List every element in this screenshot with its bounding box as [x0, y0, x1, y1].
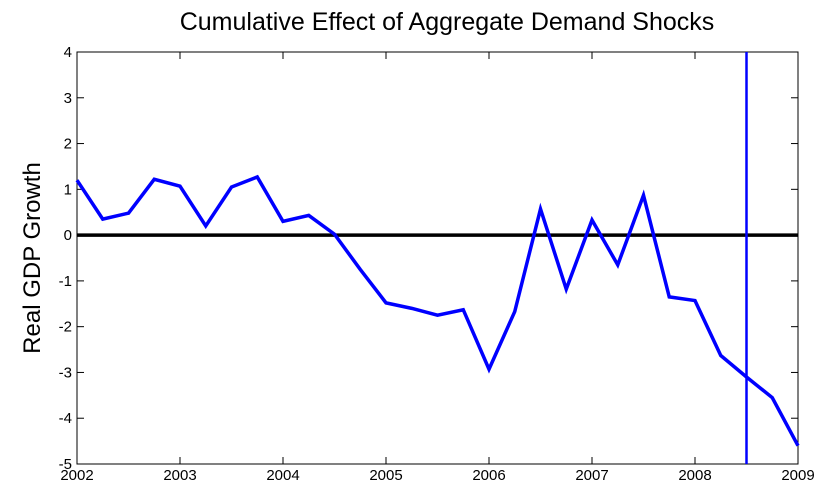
plot-frame [76, 51, 799, 465]
y-tick-label: 1 [64, 181, 72, 198]
y-tick-label: -1 [59, 273, 72, 290]
y-tick-label: -2 [59, 319, 72, 336]
y-tick-label: -4 [59, 410, 72, 427]
x-tick-label: 2003 [163, 467, 196, 484]
x-tick-label: 2007 [575, 467, 608, 484]
y-tick-label: 4 [64, 44, 72, 61]
y-tick-label: -3 [59, 364, 72, 381]
x-tick-label: 2009 [781, 467, 814, 484]
data-line [75, 174, 800, 447]
chart-title: Cumulative Effect of Aggregate Demand Sh… [180, 8, 715, 36]
x-tick-label: 2002 [60, 467, 93, 484]
x-tick-label: 2005 [369, 467, 402, 484]
y-tick-label: -5 [59, 456, 72, 473]
y-tick-label: 3 [64, 90, 72, 107]
y-tick-label: 0 [64, 227, 72, 244]
x-tick-label: 2006 [472, 467, 505, 484]
x-tick-label: 2004 [266, 467, 299, 484]
x-tick-label: 2008 [678, 467, 711, 484]
y-tick-label: 2 [64, 136, 72, 153]
y-axis-label: Real GDP Growth [19, 162, 46, 354]
